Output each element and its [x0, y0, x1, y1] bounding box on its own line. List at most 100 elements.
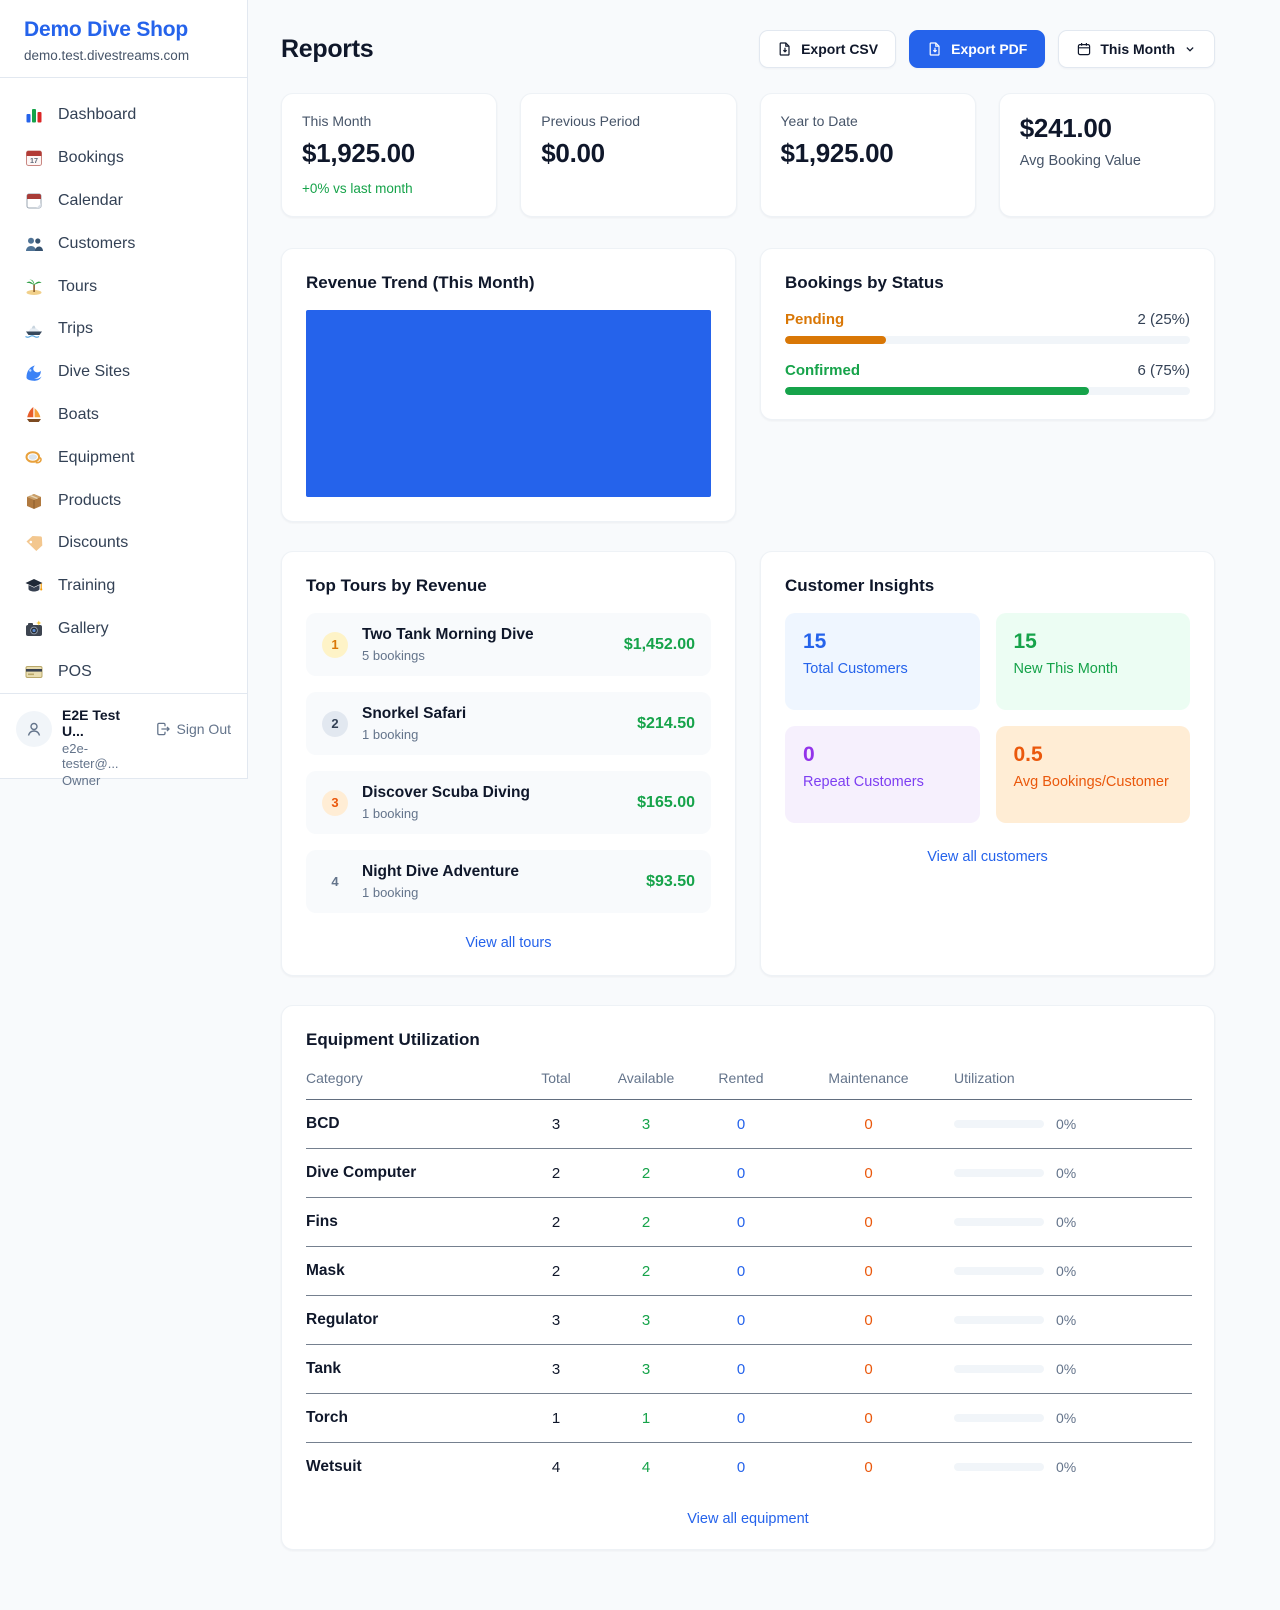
sidebar-item-dive-sites[interactable]: Dive Sites — [0, 351, 247, 394]
rank-badge: 2 — [322, 710, 348, 737]
file-download-icon — [777, 41, 793, 57]
table-row: Torch 1 1 0 0 0% — [306, 1393, 1192, 1443]
tour-revenue: $214.50 — [637, 714, 695, 732]
svg-text:17: 17 — [30, 156, 38, 165]
sidebar-item-training[interactable]: Training — [0, 565, 247, 608]
sidebar-header: Demo Dive Shop demo.test.divestreams.com — [0, 0, 247, 78]
view-all-customers-link[interactable]: View all customers — [927, 849, 1048, 865]
customer-insights-card: Customer Insights 15 Total Customers 15 … — [760, 551, 1215, 976]
bookings-by-status-title: Bookings by Status — [785, 273, 944, 292]
revenue-trend-chart — [306, 310, 711, 497]
status-bar-track — [785, 336, 1190, 344]
tour-row: 4 Night Dive Adventure 1 booking $93.50 — [306, 850, 711, 913]
tour-bookings: 1 booking — [362, 885, 419, 900]
sidebar-item-discounts[interactable]: Discounts — [0, 522, 247, 565]
sidebar-item-customers[interactable]: Customers — [0, 222, 247, 265]
table-row: BCD 3 3 0 0 0% — [306, 1099, 1192, 1149]
tour-bookings: 5 bookings — [362, 648, 425, 663]
stat-value: $1,925.00 — [780, 138, 894, 168]
stat-change-note: +0% vs last month — [302, 181, 413, 196]
package-icon — [24, 491, 44, 511]
view-all-equipment-link[interactable]: View all equipment — [687, 1511, 809, 1527]
tour-name: Discover Scuba Diving — [362, 784, 530, 801]
sidebar-item-products[interactable]: Products — [0, 479, 247, 522]
sidebar-item-tours[interactable]: Tours — [0, 265, 247, 308]
sailboat-icon — [24, 405, 44, 425]
rank-badge: 3 — [322, 789, 348, 816]
tour-list: 1 Two Tank Morning Dive 5 bookings $1,45… — [306, 613, 711, 913]
utilization-bar — [954, 1365, 1044, 1373]
tour-row: 1 Two Tank Morning Dive 5 bookings $1,45… — [306, 613, 711, 676]
table-header-row: Category Total Available Rented Maintena… — [306, 1064, 1192, 1100]
tour-row: 2 Snorkel Safari 1 booking $214.50 — [306, 692, 711, 755]
insight-total-customers: 15 Total Customers — [785, 613, 980, 710]
stat-card-previous-period: Previous Period $0.00 — [520, 93, 737, 217]
charts-row: Revenue Trend (This Month) Bookings by S… — [281, 248, 1215, 522]
avatar — [16, 711, 52, 748]
table-row: Fins 2 2 0 0 0% — [306, 1197, 1192, 1247]
stat-card-avg-booking-value: $241.00 Avg Booking Value — [998, 93, 1215, 217]
speedboat-icon — [24, 319, 44, 339]
insight-grid: 15 Total Customers 15 New This Month 0 R… — [785, 613, 1190, 823]
top-tours-card: Top Tours by Revenue 1 Two Tank Morning … — [281, 551, 736, 976]
user-name: E2E Test U... — [62, 707, 121, 740]
sidebar-nav: Dashboard 17 Bookings Calendar Customers … — [0, 78, 247, 693]
sidebar: Demo Dive Shop demo.test.divestreams.com… — [0, 0, 248, 788]
table-row: Tank 3 3 0 0 0% — [306, 1344, 1192, 1394]
calendar-outline-icon — [1076, 41, 1092, 57]
graduation-cap-icon — [24, 576, 44, 596]
tour-revenue: $1,452.00 — [623, 635, 695, 653]
period-dropdown[interactable]: This Month — [1058, 30, 1215, 68]
user-role: Owner — [62, 773, 101, 789]
view-all-tours-link[interactable]: View all tours — [465, 935, 552, 951]
revenue-trend-card: Revenue Trend (This Month) — [281, 248, 736, 522]
rank-badge: 1 — [322, 631, 348, 658]
utilization-bar — [954, 1316, 1044, 1324]
sidebar-item-bookings[interactable]: 17 Bookings — [0, 137, 247, 180]
sidebar-item-boats[interactable]: Boats — [0, 394, 247, 437]
insights-row: Top Tours by Revenue 1 Two Tank Morning … — [281, 551, 1215, 976]
table-row: Regulator 3 3 0 0 0% — [306, 1295, 1192, 1345]
status-bar-fill — [785, 387, 1089, 395]
user-section: E2E Test U... e2e-tester@... Owner Sign … — [0, 693, 247, 804]
equipment-table: Category Total Available Rented Maintena… — [306, 1064, 1192, 1491]
tag-icon — [24, 533, 44, 553]
export-csv-button[interactable]: Export CSV — [759, 30, 897, 68]
header-actions: Export CSV Export PDF This Month — [759, 30, 1215, 68]
user-meta: E2E Test U... e2e-tester@... Owner — [62, 707, 145, 788]
top-tours-title: Top Tours by Revenue — [306, 576, 487, 595]
status-row-confirmed: Confirmed 6 (75%) — [785, 362, 1190, 395]
page-title: Reports — [281, 34, 374, 63]
table-row: Mask 2 2 0 0 0% — [306, 1246, 1192, 1296]
sidebar-item-equipment[interactable]: Equipment — [0, 436, 247, 479]
tour-bookings: 1 booking — [362, 727, 419, 742]
tour-name: Snorkel Safari — [362, 705, 467, 722]
utilization-bar — [954, 1414, 1044, 1422]
stat-value: $0.00 — [541, 138, 605, 168]
utilization-bar — [954, 1267, 1044, 1275]
wave-icon — [24, 362, 44, 382]
insight-repeat-customers: 0 Repeat Customers — [785, 726, 980, 823]
customers-icon — [24, 234, 44, 254]
status-count: 6 (75%) — [1137, 362, 1190, 379]
stat-value: $1,925.00 — [302, 138, 415, 168]
tour-name: Night Dive Adventure — [362, 863, 520, 880]
export-pdf-button[interactable]: Export PDF — [909, 30, 1046, 68]
file-download-icon — [927, 41, 943, 57]
status-bar-track — [785, 387, 1190, 395]
revenue-trend-title: Revenue Trend (This Month) — [306, 273, 535, 292]
camera-icon — [24, 619, 44, 639]
page-header: Reports Export CSV Export PDF This Month — [281, 30, 1215, 68]
sidebar-item-dashboard[interactable]: Dashboard — [0, 94, 247, 137]
shop-name: Demo Dive Shop — [24, 18, 189, 41]
chevron-down-icon — [1183, 42, 1197, 56]
sign-out-icon — [155, 721, 171, 737]
customer-insights-title: Customer Insights — [785, 576, 935, 595]
sidebar-item-trips[interactable]: Trips — [0, 308, 247, 351]
sidebar-item-calendar[interactable]: Calendar — [0, 180, 247, 223]
sidebar-item-gallery[interactable]: Gallery — [0, 608, 247, 651]
dashboard-icon — [24, 105, 44, 125]
sign-out-button[interactable]: Sign Out — [155, 721, 231, 737]
sidebar-item-pos[interactable]: POS — [0, 650, 247, 693]
bookings-calendar-icon: 17 — [24, 148, 44, 168]
